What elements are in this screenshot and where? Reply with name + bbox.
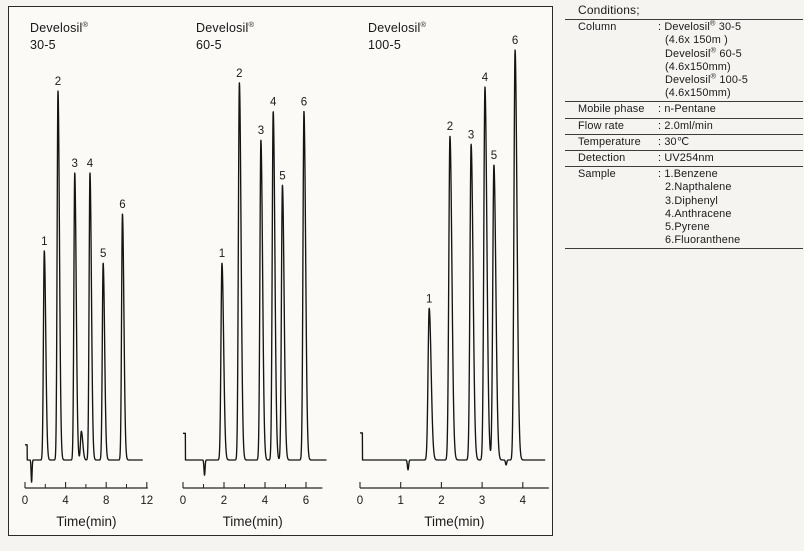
peak-label: 4	[87, 158, 94, 170]
condition-value-line: (4.6x 150m )	[665, 34, 728, 47]
peak-label: 4	[270, 97, 277, 109]
condition-row-column: Column: Develosil® 30-5 (4.6x 150m ) Devel…	[565, 18, 803, 103]
peak-label: 3	[258, 125, 264, 137]
condition-label: Column	[578, 21, 617, 34]
chromatogram-plot-60-5: 0 2 4 6 Time(min) 1 2 3 4 5 6	[180, 68, 328, 529]
x-axis-tick-label: 0	[22, 495, 28, 507]
condition-label: Detection	[578, 152, 626, 165]
condition-label: Sample	[578, 168, 616, 181]
x-axis-tick-label: 4	[262, 495, 269, 507]
condition-row-sample: Sample : 1.Benzene 2.Napthalene 3.Diphenyl 4…	[565, 167, 803, 250]
registered-mark: ®	[248, 19, 255, 29]
peak-label: 1	[219, 248, 225, 260]
chromatogram-trace	[182, 82, 328, 476]
x-axis-tick-label: 2	[221, 495, 227, 507]
condition-value: : 1.Benzene 2.Napthalene 3.Diphenyl 4.Anthr…	[658, 168, 803, 247]
condition-value: : n-Pentane	[658, 103, 803, 116]
condition-value-line: (4.6x150mm)	[665, 87, 731, 100]
condition-value-line: 3.Diphenyl	[665, 194, 718, 207]
condition-value-line: 6.Fluoranthene	[665, 234, 741, 247]
condition-value-line: : Develosil® 30-5	[658, 18, 742, 34]
condition-row-mobile-phase: Mobile phase : n-Pentane	[565, 102, 803, 119]
x-axis-tick-label: 0	[357, 495, 363, 507]
x-axis-title: Time(min)	[424, 514, 484, 529]
x-axis-title: Time(min)	[56, 514, 116, 529]
condition-value-line: Develosil® 60-5	[665, 44, 742, 60]
panel-title-line2: 100-5	[368, 38, 401, 52]
condition-label: Temperature	[578, 135, 641, 148]
panel-title-line1: Develosil®	[196, 19, 255, 35]
peak-label: 6	[512, 35, 518, 47]
condition-value: : UV254nm	[658, 152, 803, 165]
peak-label: 5	[100, 248, 106, 260]
x-axis-title: Time(min)	[223, 514, 283, 529]
chromatogram-panel-100-5: Develosil® 100-5 0 1 2 3 4 Time(min) 1 2 3 4 5 6	[346, 14, 554, 538]
peak-label: 6	[119, 199, 125, 211]
condition-value-line: : 1.Benzene	[658, 168, 718, 181]
x-axis-tick-label: 2	[438, 495, 444, 507]
peak-label: 5	[279, 170, 285, 182]
condition-row-temperature: Temperature : 30℃	[565, 135, 803, 152]
peak-label: 1	[41, 236, 47, 248]
peak-label: 4	[482, 72, 489, 84]
panel-title-line2: 60-5	[196, 38, 222, 52]
chromatogram-panel-60-5: Develosil® 60-5 0 2 4 6 Time(min) 1 2 3 4 5 6	[174, 14, 346, 538]
conditions-panel: Conditions; Column: Develosil® 30-5 (4.6x…	[565, 2, 803, 250]
x-axis-tick-label: 4	[520, 495, 527, 507]
condition-row-detection: Detection : UV254nm	[565, 151, 803, 168]
condition-value-line: 2.Napthalene	[665, 181, 732, 194]
x-axis-tick-label: 4	[62, 495, 69, 507]
peak-label: 2	[55, 76, 61, 88]
condition-value-line: : 30℃	[658, 135, 690, 148]
peak-label: 1	[426, 293, 432, 305]
registered-mark: ®	[710, 44, 717, 54]
condition-value-line: : 2.0ml/min	[658, 119, 713, 132]
registered-mark: ®	[710, 71, 717, 81]
conditions-title: Conditions;	[565, 2, 803, 21]
condition-row-flow-rate: Flow rate : 2.0ml/min	[565, 119, 803, 135]
peak-label: 2	[236, 68, 242, 80]
peak-label: 2	[447, 121, 453, 133]
peak-label: 5	[491, 150, 497, 162]
registered-mark: ®	[420, 19, 427, 29]
panel-title-line1: Develosil®	[368, 19, 427, 35]
condition-value: : 2.0ml/min	[658, 120, 803, 133]
registered-mark: ®	[709, 18, 716, 28]
x-axis-tick-label: 8	[103, 495, 109, 507]
x-axis-tick-label: 0	[180, 495, 186, 507]
condition-value-line: 4.Anthracene	[665, 207, 732, 220]
panel-title-60-5: Develosil® 60-5	[196, 20, 254, 54]
condition-value-line: : UV254nm	[658, 152, 714, 165]
chromatogram-plot-100-5: 0 1 2 3 4 Time(min) 1 2 3 4 5 6	[357, 35, 549, 529]
condition-value: : Develosil® 30-5 (4.6x 150m ) Develosil® …	[658, 18, 803, 100]
peak-label: 3	[468, 129, 474, 141]
chromatogram-trace	[359, 49, 546, 471]
x-axis-tick-label: 12	[140, 495, 153, 507]
panel-title-30-5: Develosil® 30-5	[30, 20, 88, 54]
condition-label: Flow rate	[578, 119, 625, 132]
chromatogram-trace	[24, 90, 144, 483]
peak-label: 6	[301, 97, 307, 109]
condition-value-line: : n-Pentane	[658, 103, 716, 116]
registered-mark: ®	[82, 19, 89, 29]
x-axis-tick-label: 3	[479, 495, 485, 507]
condition-label: Mobile phase	[578, 103, 645, 116]
x-axis-tick-label: 6	[303, 495, 309, 507]
condition-value-line: 5.Pyrene	[665, 221, 710, 234]
condition-value-line: (4.6x150mm)	[665, 60, 731, 73]
panel-title-100-5: Develosil® 100-5	[368, 20, 426, 54]
panel-title-line2: 30-5	[30, 38, 56, 52]
chromatogram-panel-30-5: Develosil® 30-5 0 4 8 12 Time(min) 1 2 3 4 5 6	[8, 14, 176, 538]
condition-value-line: Develosil® 100-5	[665, 71, 749, 87]
conditions-table: Column: Develosil® 30-5 (4.6x 150m ) Devel…	[565, 18, 803, 250]
condition-value: : 30℃	[658, 136, 803, 149]
x-axis-tick-label: 1	[397, 495, 403, 507]
peak-label: 3	[72, 158, 78, 170]
panel-title-line1: Develosil®	[30, 19, 89, 35]
